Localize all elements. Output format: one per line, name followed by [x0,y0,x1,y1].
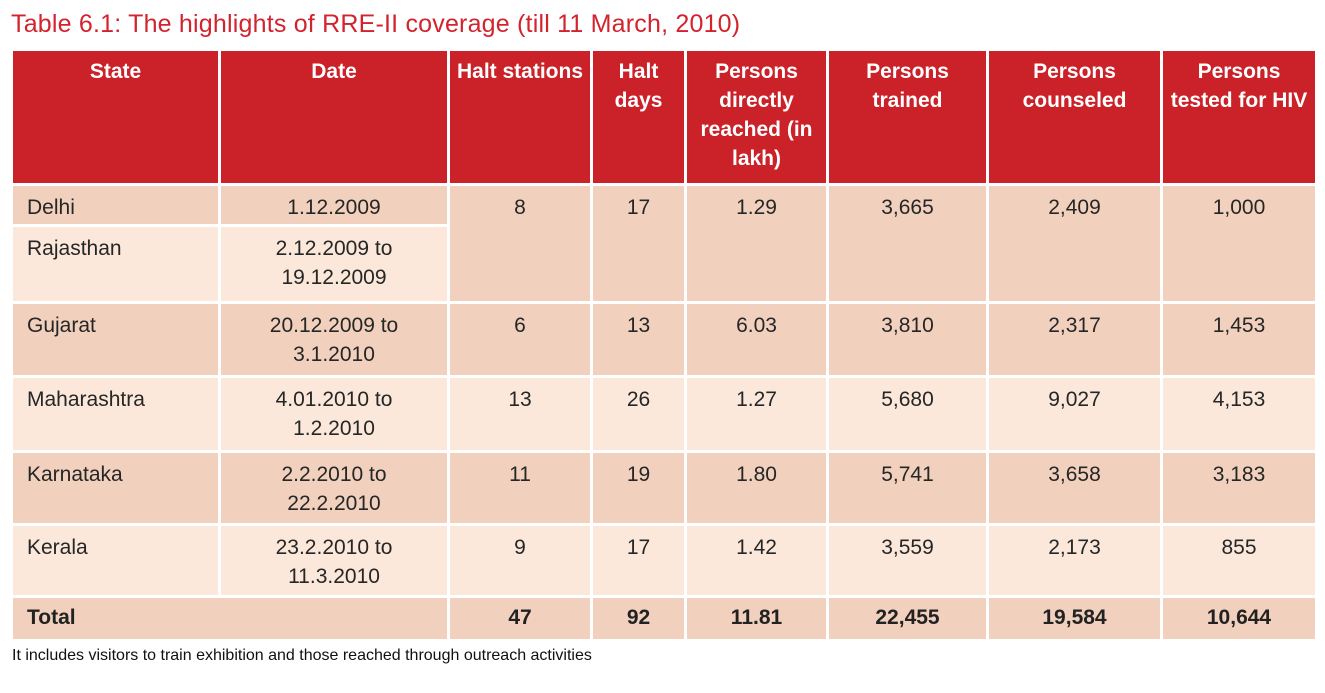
state-cell: Kerala [10,523,221,598]
data-table: State Date Halt stations Halt days Perso… [10,48,1318,642]
persons-counseled-cell: 2,409 [986,183,1163,304]
total-persons-directly-reached-cell: 11.81 [684,595,829,642]
halt-stations-cell: 6 [447,301,593,378]
table-row-rajasthan: Rajasthan 2.12.2009 to 19.12.2009 [10,224,1317,304]
total-persons-counseled-cell: 19,584 [986,595,1163,642]
col-header-persons-tested: Persons tested for HIV [1160,48,1318,186]
state-cell: Karnataka [10,450,221,526]
halt-stations-cell: 9 [447,523,593,598]
table-row-maharashtra: Maharashtra 4.01.2010 to 1.2.2010 13 26 … [10,375,1318,453]
persons-tested-cell: 1,000 [1160,183,1318,304]
table-row-total: Total 47 92 11.81 22,455 19,584 10,644 [10,595,1318,642]
date-cell: 20.12.2009 to 3.1.2010 [218,301,450,378]
col-header-date: Date [218,48,450,186]
total-halt-stations-cell: 47 [447,595,593,642]
halt-stations-cell: 11 [447,450,593,526]
persons-trained-cell: 3,810 [826,301,989,378]
col-header-persons-directly-reached: Persons directly reached (in lakh) [684,48,829,186]
table-row-kerala: Kerala 23.2.2010 to 11.3.2010 9 17 1.42 … [10,523,1318,598]
halt-days-cell: 17 [590,183,687,304]
date-cell: 4.01.2010 to 1.2.2010 [218,375,450,453]
state-cell: Maharashtra [10,375,221,453]
date-cell: 2.2.2010 to 22.2.2010 [218,450,450,526]
persons-trained-cell: 5,741 [826,450,989,526]
persons-counseled-cell: 2,173 [986,523,1163,598]
persons-trained-cell: 3,665 [826,183,989,304]
persons-tested-cell: 4,153 [1160,375,1318,453]
persons-tested-cell: 1,453 [1160,301,1318,378]
halt-stations-cell: 8 [447,183,593,304]
col-header-state: State [10,48,221,186]
total-label-cell: Total [10,595,450,642]
table-row-gujarat: Gujarat 20.12.2009 to 3.1.2010 6 13 6.03… [10,301,1318,378]
col-header-halt-days: Halt days [590,48,687,186]
halt-days-cell: 26 [590,375,687,453]
state-cell: Gujarat [10,301,221,378]
table-row-delhi: Delhi 1.12.2009 8 17 1.29 3,665 2,409 1,… [10,183,1318,304]
state-cell: Delhi [10,183,221,227]
persons-counseled-cell: 2,317 [986,301,1163,378]
halt-days-cell: 13 [590,301,687,378]
halt-days-cell: 17 [590,523,687,598]
date-cell: 23.2.2010 to 11.3.2010 [218,523,450,598]
persons-counseled-cell: 3,658 [986,450,1163,526]
persons-directly-reached-cell: 1.80 [684,450,829,526]
persons-trained-cell: 3,559 [826,523,989,598]
header-row: State Date Halt stations Halt days Perso… [10,48,1318,186]
persons-directly-reached-cell: 1.29 [684,183,829,304]
halt-days-cell: 19 [590,450,687,526]
table-header: State Date Halt stations Halt days Perso… [10,48,1318,186]
persons-directly-reached-cell: 6.03 [684,301,829,378]
persons-directly-reached-cell: 1.42 [684,523,829,598]
table-footnote: It includes visitors to train exhibition… [12,647,592,664]
persons-tested-cell: 855 [1160,523,1318,598]
col-header-halt-stations: Halt stations [447,48,593,186]
persons-directly-reached-cell: 1.27 [684,375,829,453]
table-row-karnataka: Karnataka 2.2.2010 to 22.2.2010 11 19 1.… [10,450,1318,526]
persons-counseled-cell: 9,027 [986,375,1163,453]
total-persons-trained-cell: 22,455 [826,595,989,642]
page-title: Table 6.1: The highlights of RRE-II cove… [11,10,741,38]
date-cell: 2.12.2009 to 19.12.2009 [218,224,450,304]
total-persons-tested-cell: 10,644 [1160,595,1318,642]
halt-stations-cell: 13 [447,375,593,453]
table-body: Delhi 1.12.2009 8 17 1.29 3,665 2,409 1,… [10,183,1318,642]
col-header-persons-trained: Persons trained [826,48,989,186]
persons-trained-cell: 5,680 [826,375,989,453]
state-cell: Rajasthan [10,224,221,304]
persons-tested-cell: 3,183 [1160,450,1318,526]
total-halt-days-cell: 92 [590,595,687,642]
col-header-persons-counseled: Persons counseled [986,48,1163,186]
date-cell: 1.12.2009 [218,183,450,227]
